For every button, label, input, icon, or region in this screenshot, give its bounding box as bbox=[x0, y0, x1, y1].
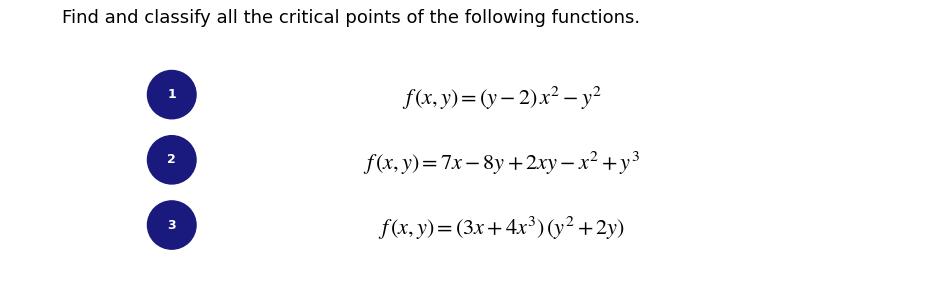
Text: $f\,(x, y) = 7x - 8y + 2xy - x^2 + y^3$: $f\,(x, y) = 7x - 8y + 2xy - x^2 + y^3$ bbox=[363, 150, 640, 177]
Ellipse shape bbox=[147, 70, 196, 119]
Text: 1: 1 bbox=[167, 88, 176, 101]
Text: 3: 3 bbox=[167, 218, 176, 232]
Text: 2: 2 bbox=[167, 153, 176, 166]
Text: $f\,(x, y) = (3x + 4x^3)\,(y^2 + 2y)$: $f\,(x, y) = (3x + 4x^3)\,(y^2 + 2y)$ bbox=[378, 215, 625, 242]
Ellipse shape bbox=[147, 201, 196, 249]
Text: $f\,(x, y) = (y - 2)\,x^2 - y^2$: $f\,(x, y) = (y - 2)\,x^2 - y^2$ bbox=[402, 84, 601, 112]
Ellipse shape bbox=[147, 136, 196, 184]
Text: Find and classify all the critical points of the following functions.: Find and classify all the critical point… bbox=[62, 9, 640, 27]
